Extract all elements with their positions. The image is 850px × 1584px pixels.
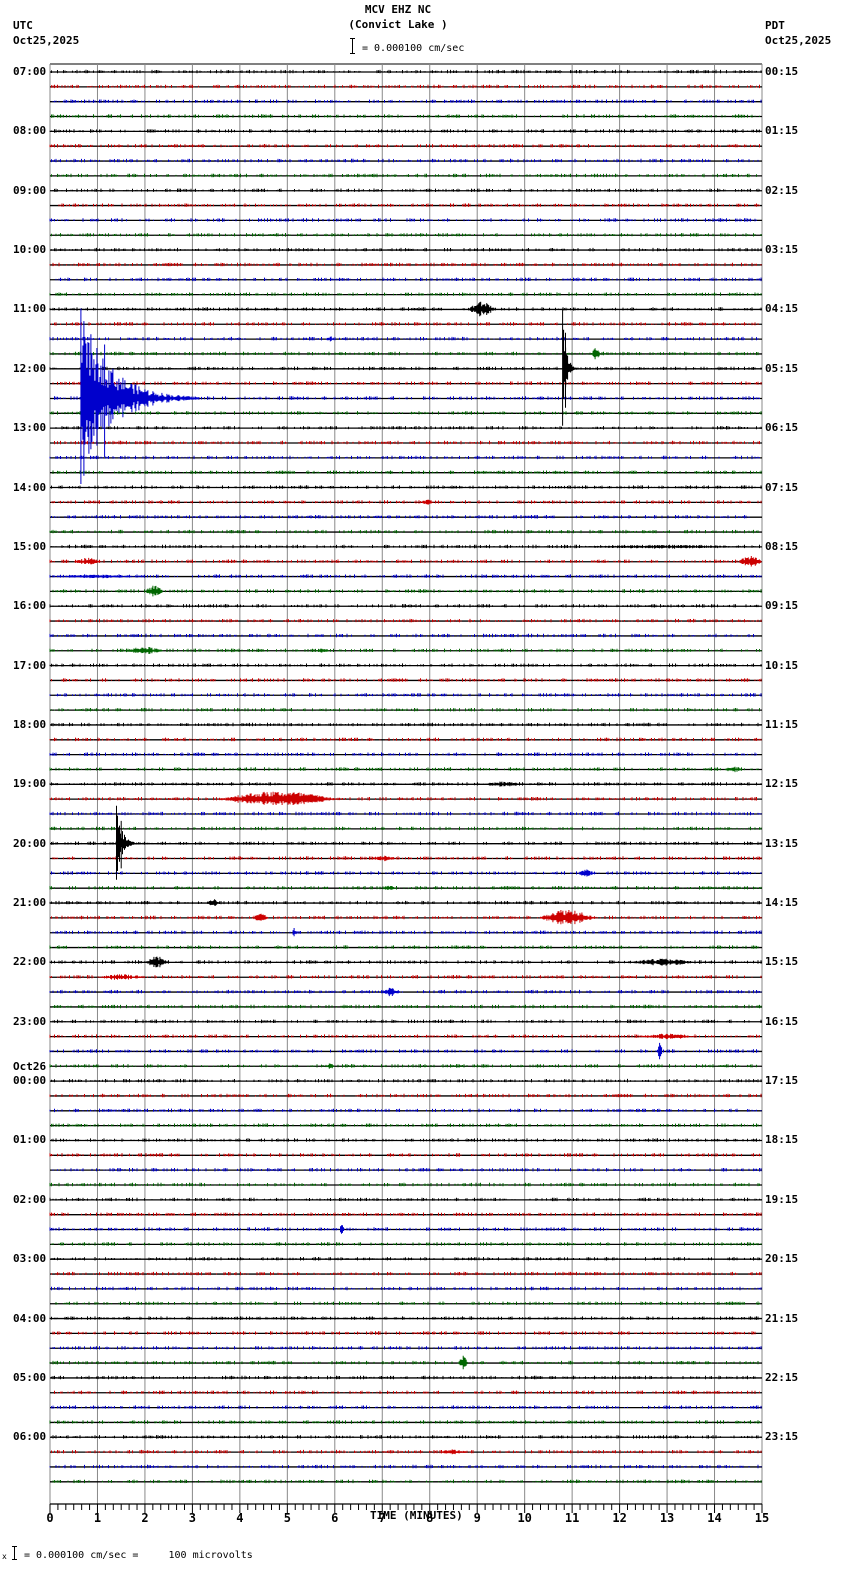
scale-text: = 0.000100 cm/sec (362, 43, 465, 54)
x-tick-label: 10 (517, 1511, 531, 1525)
pdt-hour-label: 20:15 (765, 1252, 799, 1266)
pdt-hour-label: 01:15 (765, 124, 799, 138)
pdt-hour-label: 09:15 (765, 599, 799, 613)
pdt-hour-label: 05:15 (765, 361, 799, 375)
utc-hour-label: 00:00 (13, 1074, 47, 1088)
x-tick-label: 12 (612, 1511, 626, 1525)
pdt-hour-label: 15:15 (765, 955, 799, 969)
pdt-hour-label: 08:15 (765, 539, 799, 553)
utc-hour-label: 09:00 (13, 183, 47, 197)
utc-hour-label: 03:00 (13, 1252, 47, 1266)
station-title: MCV EHZ NC (364, 3, 432, 16)
pdt-hour-label: 14:15 (765, 896, 799, 910)
pdt-hour-label: 06:15 (765, 421, 799, 435)
pdt-hour-label: 07:15 (765, 480, 799, 494)
utc-hour-label: 16:00 (13, 599, 47, 613)
utc-hour-label: 01:00 (13, 1133, 47, 1147)
utc-hour-label: 19:00 (13, 777, 47, 791)
x-tick-label: 3 (189, 1511, 196, 1525)
utc-hour-label: 10:00 (13, 243, 47, 257)
date-label: Oct26 (13, 1060, 47, 1074)
utc-hour-label: 18:00 (13, 717, 47, 731)
pdt-hour-label: 11:15 (765, 717, 799, 731)
utc-hour-label: 20:00 (13, 836, 47, 850)
x-tick-label: 6 (331, 1511, 338, 1525)
x-tick-label: 9 (474, 1511, 481, 1525)
x-tick-label: 2 (141, 1511, 148, 1525)
x-tick-label: 5 (284, 1511, 291, 1525)
x-tick-label: 7 (379, 1511, 386, 1525)
footer-prefix: x (2, 1552, 7, 1561)
utc-hour-label: 13:00 (13, 421, 47, 435)
utc-hour-label: 21:00 (13, 896, 47, 910)
utc-hour-label: 04:00 (13, 1311, 47, 1325)
pdt-hour-label: 22:15 (765, 1370, 799, 1384)
utc-hour-label: 15:00 (13, 539, 47, 553)
footer-scale-text: = 0.000100 cm/sec = 100 microvolts (24, 1550, 253, 1561)
pdt-hour-label: 16:15 (765, 1014, 799, 1028)
x-tick-label: 13 (660, 1511, 674, 1525)
pdt-hour-label: 04:15 (765, 302, 799, 316)
x-tick-label: 11 (565, 1511, 579, 1525)
x-axis-title: TIME (MINUTES) (370, 1509, 463, 1522)
right-timezone: PDT (765, 19, 785, 32)
x-tick-label: 15 (755, 1511, 769, 1525)
pdt-hour-label: 21:15 (765, 1311, 799, 1325)
footer-scale-bar-icon (12, 1546, 17, 1560)
pdt-hour-label: 18:15 (765, 1133, 799, 1147)
utc-hour-label: 12:00 (13, 361, 47, 375)
utc-hour-label: 08:00 (13, 124, 47, 138)
utc-hour-label: 05:00 (13, 1370, 47, 1384)
pdt-hour-label: 23:15 (765, 1430, 799, 1444)
right-date: Oct25,2025 (765, 34, 832, 47)
left-date: Oct25,2025 (13, 34, 80, 47)
utc-hour-label: 23:00 (13, 1014, 47, 1028)
pdt-hour-label: 03:15 (765, 243, 799, 257)
utc-hour-label: 06:00 (13, 1430, 47, 1444)
left-timezone: UTC (13, 19, 33, 32)
x-tick-label: 4 (236, 1511, 243, 1525)
pdt-hour-label: 13:15 (765, 836, 799, 850)
utc-hour-label: 17:00 (13, 658, 47, 672)
utc-hour-label: 11:00 (13, 302, 47, 316)
pdt-hour-label: 12:15 (765, 777, 799, 791)
x-tick-label: 0 (46, 1511, 53, 1525)
utc-hour-label: 14:00 (13, 480, 47, 494)
station-location: (Convict Lake ) (348, 18, 448, 31)
x-tick-label: 1 (94, 1511, 101, 1525)
x-tick-label: 14 (707, 1511, 721, 1525)
pdt-hour-label: 10:15 (765, 658, 799, 672)
pdt-hour-label: 17:15 (765, 1074, 799, 1088)
utc-hour-label: 07:00 (13, 65, 47, 78)
scale-bar-icon (350, 38, 355, 54)
pdt-hour-label: 19:15 (765, 1192, 799, 1206)
x-tick-label: 8 (426, 1511, 433, 1525)
pdt-hour-label: 00:15 (765, 65, 799, 78)
utc-hour-label: 02:00 (13, 1192, 47, 1206)
utc-hour-label: 22:00 (13, 955, 47, 969)
pdt-hour-label: 02:15 (765, 183, 799, 197)
